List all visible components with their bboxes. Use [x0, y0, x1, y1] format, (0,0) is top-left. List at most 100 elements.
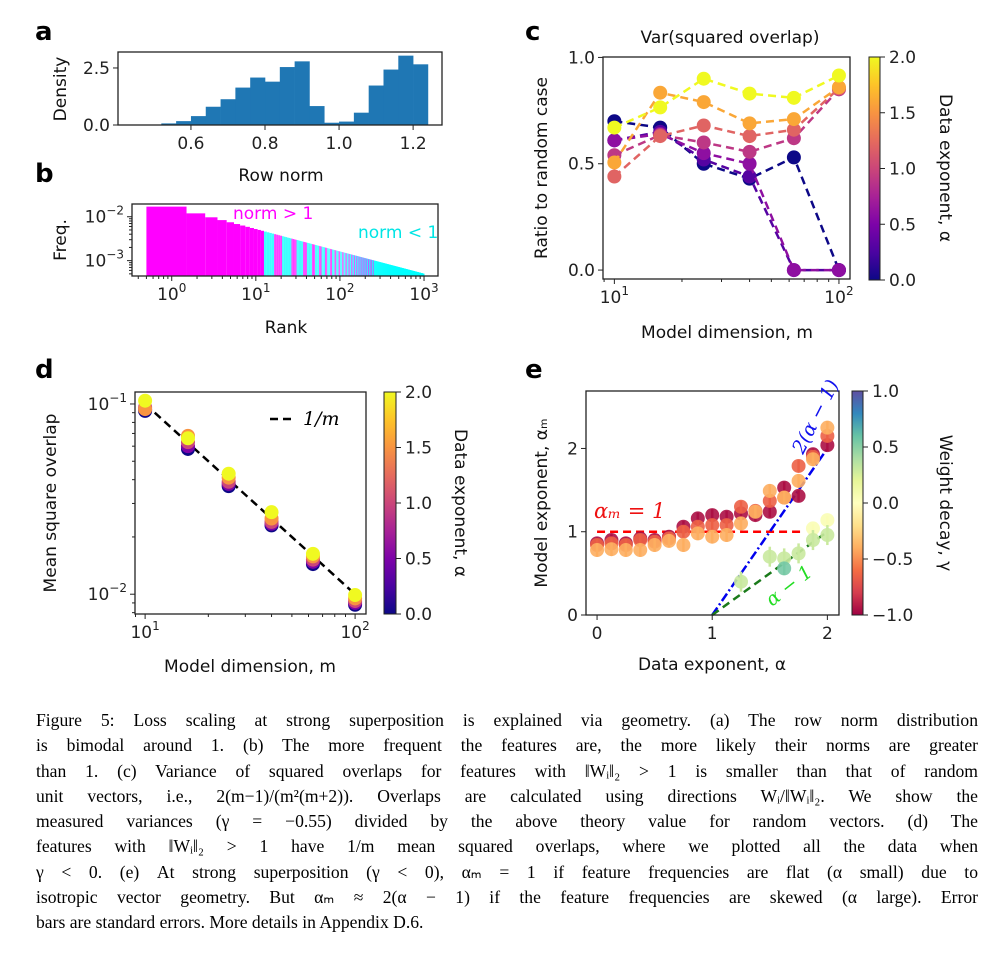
panel-b-xlabel: Rank [265, 318, 308, 338]
frequency-bar [287, 237, 289, 276]
data-point [662, 533, 677, 548]
data-point [618, 543, 633, 558]
reference-line-2 [711, 530, 829, 617]
data-point [786, 263, 801, 278]
colorbar-tick-label: 1.0 [405, 494, 432, 514]
caption-line: bars are standard errors. More details i… [36, 912, 424, 933]
frequency-bar [326, 247, 327, 276]
data-point [696, 118, 711, 133]
frequency-bar [249, 227, 254, 276]
y-tick-label: 10−1 [88, 391, 127, 415]
data-point [696, 95, 711, 110]
frequency-bar [205, 217, 218, 276]
data-point [138, 393, 153, 408]
series-line-alpha-1.6 [613, 86, 840, 164]
data-point [820, 420, 835, 435]
data-point [742, 144, 757, 159]
histogram-bar [220, 99, 236, 125]
frequency-bar [245, 226, 250, 276]
frequency-bar [233, 224, 241, 276]
frequency-bar [257, 229, 261, 276]
frequency-bar [304, 241, 306, 276]
data-point [705, 518, 720, 533]
frequency-bar [320, 246, 322, 276]
frequency-bar [298, 240, 300, 276]
data-point [180, 431, 195, 446]
panel-letter-b: b [35, 159, 54, 189]
frequency-bar [303, 241, 305, 276]
frequency-bar [325, 247, 327, 276]
y-tick-label: 10−2 [88, 581, 127, 605]
annotation-norm-gt-1: norm > 1 [233, 204, 313, 224]
caption-line: isotropic vector geometry. But αₘ ≈ 2(α … [36, 887, 978, 908]
x-tick-label: 1.0 [326, 134, 353, 154]
colorbar-tick-label: 1.0 [872, 382, 899, 402]
frequency-bar [283, 236, 286, 276]
frequency-bar [305, 242, 307, 276]
data-point [742, 116, 757, 131]
colorbar-tick-label: 0.5 [872, 438, 899, 458]
data-point [705, 529, 720, 544]
series-line-alpha-0.9 [613, 88, 840, 157]
axes-frame [117, 51, 443, 126]
frequency-bar [146, 206, 187, 276]
data-point [348, 588, 363, 603]
colorbar-tick-label: −1.0 [872, 606, 913, 626]
frequency-bar [317, 245, 318, 276]
frequency-bar [253, 229, 258, 276]
data-point [607, 133, 622, 148]
data-point [719, 518, 734, 533]
data-point [607, 120, 622, 135]
data-point [831, 80, 846, 95]
panel-e-colorbar-label: Weight decay, γ [935, 435, 955, 572]
x-tick-label: 101 [130, 619, 159, 643]
data-point [820, 513, 835, 528]
data-point [742, 129, 757, 144]
frequency-bar [260, 230, 264, 276]
frequency-bar [306, 242, 308, 276]
caption-line: is bimodal around 1. (b) The more freque… [36, 735, 978, 756]
data-point [762, 549, 777, 564]
data-point [690, 526, 705, 541]
x-tick-label: 0.6 [177, 134, 204, 154]
frequency-bar [296, 240, 298, 276]
x-tick-label: 0 [592, 624, 603, 644]
y-tick-label: 2 [567, 439, 578, 459]
panel-letter-c: c [525, 17, 540, 47]
frequency-bar [309, 243, 311, 276]
series-line-alpha-0.6 [614, 132, 839, 272]
x-tick-label: 1.2 [400, 134, 427, 154]
histogram-bar [368, 85, 384, 125]
data-point [820, 528, 835, 543]
frequency-bar [299, 240, 302, 276]
data-point [742, 169, 757, 184]
histogram-bar [235, 87, 251, 125]
series-line-alpha-0.3 [614, 130, 839, 272]
data-point [696, 71, 711, 86]
reference-line-1-over-m [144, 403, 356, 596]
axes-frame [602, 56, 851, 280]
colorbar [383, 391, 397, 615]
panel-letter-d: d [35, 355, 54, 385]
colorbar-tick-label: 0.0 [872, 494, 899, 514]
legend-1-over-m-label: 1/m [303, 408, 340, 430]
frequency-bar [327, 248, 328, 276]
colorbar-tick-label: 1.0 [889, 160, 916, 180]
panel-c-ylabel: Ratio to random case [532, 77, 552, 259]
caption-line: γ < 0. (e) At strong superposition (γ < … [36, 861, 978, 882]
data-point [607, 169, 622, 184]
frequency-bar [326, 247, 328, 276]
panel-b-ylabel: Freq. [51, 219, 71, 261]
frequency-bar [269, 232, 272, 276]
series-line-alpha-0 [614, 119, 841, 271]
data-point [705, 508, 720, 523]
panel-d-colorbar-label: Data exponent, α [450, 429, 470, 577]
data-point [791, 473, 806, 488]
colorbar-tick-label: 0.0 [889, 271, 916, 291]
frequency-bar [316, 245, 318, 276]
data-point [742, 86, 757, 101]
data-point [748, 504, 763, 519]
frequency-bar [313, 244, 315, 276]
data-point [264, 505, 279, 520]
y-tick-label: 1.0 [568, 48, 595, 68]
